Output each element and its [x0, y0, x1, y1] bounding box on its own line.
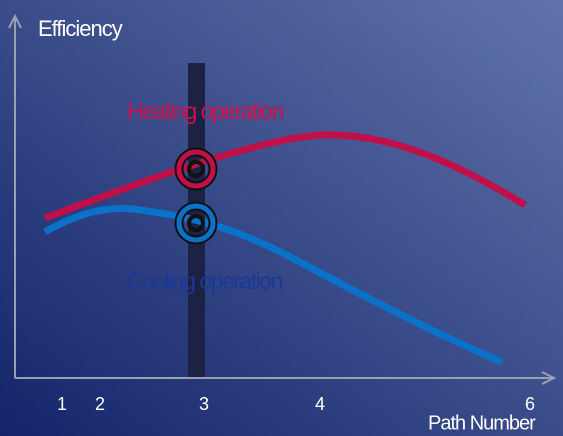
- x-tick-label: 4: [315, 394, 325, 414]
- cooling-label: Cooling operation: [127, 268, 283, 294]
- x-arrow: [541, 371, 557, 385]
- x-axis-label: Path Number: [428, 412, 536, 434]
- x-tick-label: 2: [95, 394, 105, 414]
- y-axis-label: Efficiency: [38, 16, 123, 41]
- x-tick-label: 3: [199, 394, 209, 414]
- heating-marker-inner: [187, 160, 205, 178]
- cooling-marker: [176, 203, 216, 243]
- y-arrow: [8, 13, 22, 29]
- cooling-curve: [43, 204, 504, 366]
- x-tick-label: 1: [57, 394, 67, 414]
- x-tick-label: 6: [525, 394, 535, 414]
- heating-curve: [43, 131, 527, 222]
- axes: [8, 13, 557, 385]
- heating-marker: [176, 149, 216, 189]
- cooling-marker-inner: [187, 214, 205, 232]
- heating-label: Heating operation: [127, 98, 284, 124]
